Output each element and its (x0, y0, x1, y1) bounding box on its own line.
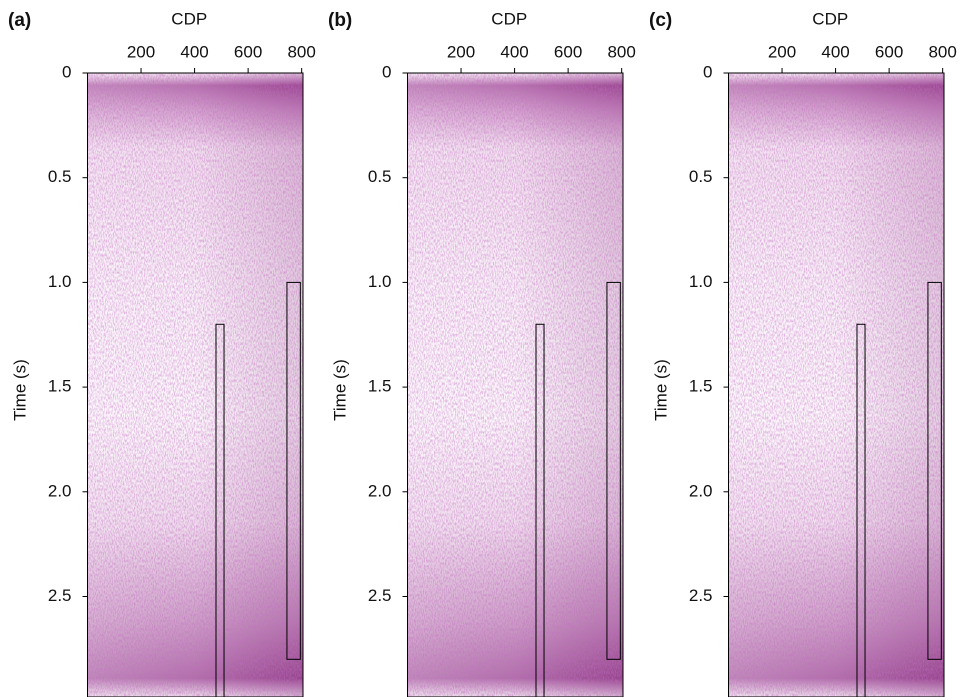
x-tick-label: 600 (234, 42, 262, 61)
y-axis-label: Time (s) (330, 359, 349, 421)
y-tick-label: 0.5 (689, 167, 713, 186)
y-tick-label: 2.5 (48, 586, 72, 605)
x-tick-label: 600 (875, 42, 903, 61)
highlight-box (286, 281, 301, 660)
highlight-box (856, 323, 866, 697)
plot-frame (407, 72, 624, 697)
x-tick-label: 600 (554, 42, 582, 61)
y-tick-label: 0 (382, 62, 391, 81)
y-axis-label: Time (s) (651, 359, 670, 421)
y-tick-label: 2.0 (689, 481, 713, 500)
x-tick-label: 200 (127, 42, 155, 61)
x-tick-label: 800 (287, 42, 315, 61)
y-tick-label: 2.5 (689, 586, 713, 605)
y-tick-label: 1.5 (689, 377, 713, 396)
x-axis-label: CDP (812, 9, 848, 28)
seismic-noise (407, 73, 623, 697)
y-tick-label: 1.0 (689, 272, 713, 291)
x-tick-label: 400 (821, 42, 849, 61)
panel-label: (a) (8, 10, 31, 31)
y-axis-label: Time (s) (10, 359, 29, 421)
y-tick-label: 1.0 (368, 272, 392, 291)
x-tick-label: 800 (607, 42, 635, 61)
y-tick-label: 0.5 (48, 167, 72, 186)
highlight-box (606, 281, 621, 660)
x-axis-label: CDP (491, 9, 527, 28)
x-tick-label: 200 (447, 42, 475, 61)
y-tick-label: 2.5 (368, 586, 392, 605)
x-tick-label: 400 (500, 42, 528, 61)
seismic-noise (87, 73, 303, 697)
y-tick-label: 2.0 (368, 481, 392, 500)
y-tick-label: 0 (703, 62, 712, 81)
highlight-box (927, 281, 942, 660)
plot-frame (87, 72, 304, 697)
x-tick-label: 400 (180, 42, 208, 61)
y-tick-label: 0 (62, 62, 71, 81)
plot-frame (728, 72, 945, 697)
x-tick-label: 800 (928, 42, 956, 61)
y-tick-label: 1.5 (48, 377, 72, 396)
x-axis-label: CDP (171, 9, 207, 28)
highlight-box (535, 323, 545, 697)
y-tick-label: 1.0 (48, 272, 72, 291)
highlight-box (215, 323, 225, 697)
y-tick-label: 1.5 (368, 377, 392, 396)
panel-label: (b) (328, 10, 352, 31)
seismic-noise (728, 73, 944, 697)
x-tick-label: 200 (768, 42, 796, 61)
y-tick-label: 0.5 (368, 167, 392, 186)
y-tick-label: 2.0 (48, 481, 72, 500)
panel-label: (c) (649, 10, 672, 31)
